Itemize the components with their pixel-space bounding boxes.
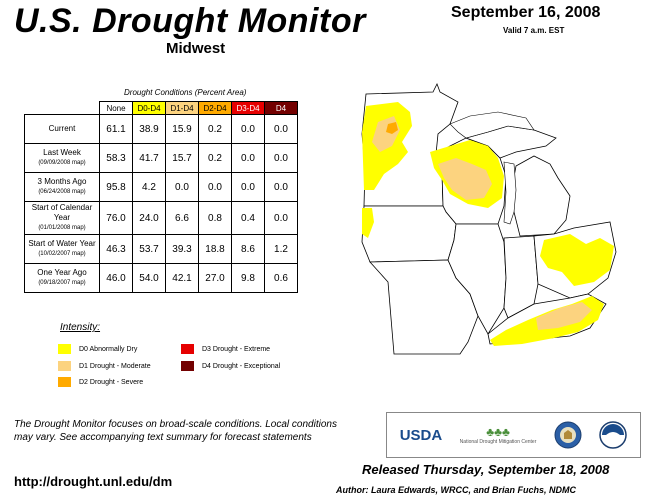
- legend-swatch: [58, 377, 71, 387]
- column-header: D2-D4: [198, 101, 232, 115]
- table-cell: 15.9: [165, 114, 199, 144]
- table-cell: 0.0: [264, 201, 298, 235]
- d1-area-wisconsin: [438, 158, 492, 200]
- legend-item-d4: D4 Drought - Exceptional: [181, 361, 280, 371]
- d0-area-iowa-west: [362, 208, 374, 238]
- table-cell: 38.9: [132, 114, 166, 144]
- valid-time: Valid 7 a.m. EST: [503, 26, 565, 35]
- table-cell: 95.8: [99, 172, 133, 202]
- row-label: Last Week (09/09/2008 map): [24, 143, 100, 173]
- row-label: 3 Months Ago (06/24/2008 map): [24, 172, 100, 202]
- legend-item-d0: D0 Abnormally Dry: [58, 344, 137, 354]
- table-cell: 46.3: [99, 234, 133, 264]
- table-cell: 0.0: [198, 172, 232, 202]
- table-cell: 1.2: [264, 234, 298, 264]
- region-name: Midwest: [166, 40, 226, 57]
- d1-area-kentucky: [536, 302, 592, 330]
- table-cell: 9.8: [231, 263, 265, 293]
- ndmc-logo: ♣♣♣ National Drought Mitigation Center: [459, 425, 537, 445]
- legend-swatch: [58, 361, 71, 371]
- tree-icon: ♣♣♣: [486, 425, 510, 439]
- lake-michigan: [503, 161, 517, 225]
- row-label: Start of Water Year (10/02/2007 map): [24, 234, 100, 264]
- table-cell: 6.6: [165, 201, 199, 235]
- table-cell: 54.0: [132, 263, 166, 293]
- table-cell: 18.8: [198, 234, 232, 264]
- table-cell: 53.7: [132, 234, 166, 264]
- table-row: 3 Months Ago (06/24/2008 map) 95.8 4.2 0.…: [24, 172, 298, 202]
- table-cell: 0.4: [231, 201, 265, 235]
- table-cell: 0.2: [198, 114, 232, 144]
- table-cell: 58.3: [99, 143, 133, 173]
- table-cell: 27.0: [198, 263, 232, 293]
- column-header: D4: [264, 101, 298, 115]
- table-cell: 0.0: [264, 143, 298, 173]
- table-row: Start of Water Year (10/02/2007 map) 46.3…: [24, 234, 298, 264]
- d0-area-ohio: [540, 234, 614, 286]
- row-label: Current: [24, 114, 100, 144]
- map-date: September 16, 2008: [451, 4, 601, 21]
- column-header: D3-D4: [231, 101, 265, 115]
- table-row: Start of Calendar Year (01/01/2008 map) 7…: [24, 201, 298, 235]
- legend-item-d2: D2 Drought - Severe: [58, 377, 143, 387]
- table-cell: 39.3: [165, 234, 199, 264]
- table-cell: 8.6: [231, 234, 265, 264]
- row-label: One Year Ago (09/18/2007 map): [24, 263, 100, 293]
- drought-conditions-table: None D0-D4 D1-D4 D2-D4 D3-D4 D4 Current …: [24, 101, 298, 293]
- table-cell: 0.0: [264, 172, 298, 202]
- table-corner: [25, 102, 100, 115]
- d2-areas: [386, 122, 398, 134]
- commerce-seal-icon: [554, 421, 582, 449]
- table-cell: 4.2: [132, 172, 166, 202]
- table-cell: 42.1: [165, 263, 199, 293]
- usda-logo: USDA: [399, 426, 443, 444]
- noaa-logo-icon: [599, 421, 628, 449]
- table-row: Current 61.1 38.9 15.9 0.2 0.0 0.0: [24, 114, 298, 144]
- column-header: D0-D4: [132, 101, 166, 115]
- table-cell: 0.0: [231, 114, 265, 144]
- lake-superior: [449, 111, 535, 139]
- table-cell: 61.1: [99, 114, 133, 144]
- row-label: Start of Calendar Year (01/01/2008 map): [24, 201, 100, 235]
- table-cell: 0.0: [231, 143, 265, 173]
- table-cell: 24.0: [132, 201, 166, 235]
- table-cell: 0.0: [264, 114, 298, 144]
- legend-item-d1: D1 Drought - Moderate: [58, 361, 151, 371]
- table-cell: 0.6: [264, 263, 298, 293]
- table-cell: 0.2: [198, 143, 232, 173]
- d2-area-minnesota: [386, 122, 398, 134]
- table-caption: Drought Conditions (Percent Area): [124, 88, 247, 97]
- state-illinois: [447, 223, 507, 335]
- great-lakes: [449, 111, 535, 225]
- legend-swatch: [58, 344, 71, 354]
- legend-title: Intensity:: [60, 322, 101, 333]
- disclaimer-note: The Drought Monitor focuses on broad-sca…: [14, 419, 337, 443]
- table-row: Last Week (09/09/2008 map) 58.3 41.7 15.7…: [24, 143, 298, 173]
- table-cell: 0.0: [231, 172, 265, 202]
- table-cell: 76.0: [99, 201, 133, 235]
- legend-swatch: [181, 361, 194, 371]
- table-cell: 41.7: [132, 143, 166, 173]
- midwest-drought-map: [361, 83, 617, 355]
- table-cell: 0.0: [165, 172, 199, 202]
- table-cell: 15.7: [165, 143, 199, 173]
- column-header: None: [99, 101, 133, 115]
- map-title: U.S. Drought Monitor: [14, 2, 366, 40]
- partner-logos: USDA ♣♣♣ National Drought Mitigation Cen…: [386, 412, 641, 458]
- legend-swatch: [181, 344, 194, 354]
- table-row: One Year Ago (09/18/2007 map) 46.0 54.0 4…: [24, 263, 298, 293]
- column-header: D1-D4: [165, 101, 199, 115]
- table-cell: 0.8: [198, 201, 232, 235]
- author-credit: Author: Laura Edwards, WRCC, and Brian F…: [336, 485, 577, 495]
- state-michigan-lp: [511, 155, 571, 237]
- table-cell: 46.0: [99, 263, 133, 293]
- website-link[interactable]: http://drought.unl.edu/dm: [14, 474, 173, 489]
- state-iowa: [361, 205, 457, 263]
- legend-item-d3: D3 Drought - Extreme: [181, 344, 270, 354]
- release-date: Released Thursday, September 18, 2008: [362, 462, 610, 477]
- table-header-row: None D0-D4 D1-D4 D2-D4 D3-D4 D4: [25, 101, 298, 115]
